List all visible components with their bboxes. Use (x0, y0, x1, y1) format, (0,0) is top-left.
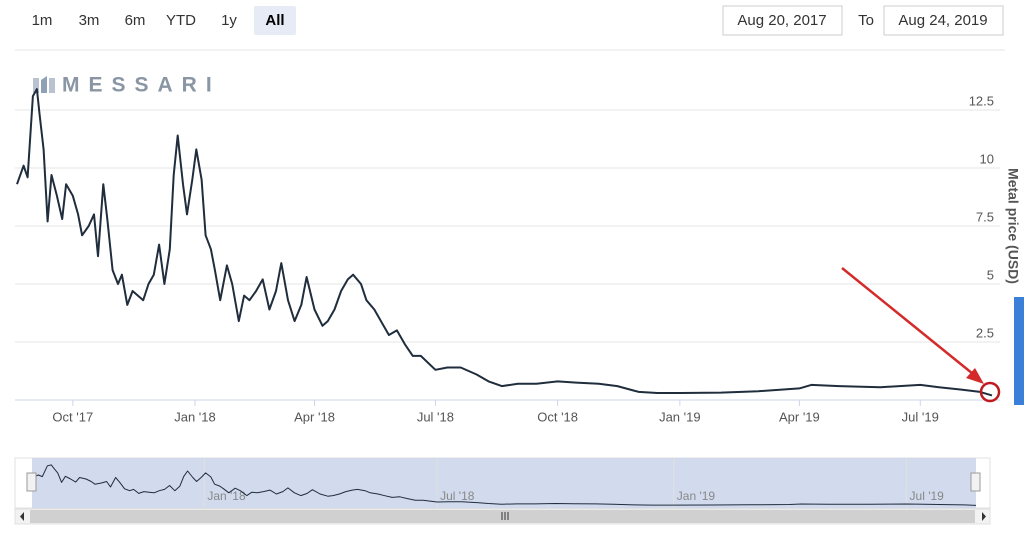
from-input-box[interactable] (722, 5, 843, 36)
watermark: MESSARI (62, 74, 221, 97)
price-line (16, 88, 993, 397)
range-button-label[interactable]: All (265, 12, 284, 29)
from-date[interactable]: Aug 20, 2017 (737, 12, 826, 29)
x-tick-label: Jan '18 (174, 409, 216, 424)
plot (16, 88, 993, 397)
range-button[interactable] (254, 6, 296, 35)
range-button-label[interactable]: 1m (32, 12, 53, 29)
x-tick-label: Apr '18 (294, 409, 335, 424)
x-tick-label: Oct '18 (537, 409, 578, 424)
navigator-handle-right[interactable] (970, 472, 981, 492)
x-tick-label: Jan '19 (659, 409, 701, 424)
y-tick-label: 7.5 (976, 209, 994, 224)
to-input-box[interactable] (883, 5, 1004, 36)
navigator-selection[interactable] (32, 458, 976, 508)
y-tick-label: 5 (987, 267, 994, 282)
y-axis-title: Metal price (USD) (1005, 168, 1021, 284)
scrollbar-grip (501, 512, 509, 520)
y-tick-label: 10 (980, 151, 994, 166)
range-selector: 1m 3m 6m YTD 1y All (32, 6, 296, 35)
navigator-label: Jul '19 (910, 489, 945, 503)
side-tab[interactable] (1014, 297, 1024, 405)
x-tick-label: Jul '18 (417, 409, 454, 424)
range-button-label[interactable]: 3m (79, 12, 100, 29)
navigator-line (31, 464, 977, 506)
navigator: Jan '18 Jul '18 Jan '19 Jul '19 (31, 458, 977, 508)
x-tick-label: Jul '19 (902, 409, 939, 424)
navigator-handle-left[interactable] (26, 472, 37, 492)
annotation (841, 267, 1001, 403)
y-tick-label: 2.5 (976, 325, 994, 340)
to-label: To (858, 12, 874, 29)
navigator-label: Jan '19 (677, 489, 716, 503)
x-tick-label: Apr '19 (779, 409, 820, 424)
navigator-label: Jan '18 (207, 489, 246, 503)
to-date[interactable]: Aug 24, 2019 (898, 12, 987, 29)
y-tick-label: 12.5 (969, 93, 994, 108)
navigator-label: Jul '18 (440, 489, 475, 503)
x-tick-label: Oct '17 (52, 409, 93, 424)
grid: 2.5 5 7.5 10 12.5 Oct '17 Jan '18 Apr '18 Jul '1… (15, 93, 1000, 424)
range-button-label[interactable]: 1y (221, 12, 237, 29)
scroll-left[interactable] (20, 512, 24, 521)
scroll-right[interactable] (982, 512, 986, 521)
range-button-label[interactable]: 6m (125, 12, 146, 29)
range-button-label[interactable]: YTD (166, 12, 196, 29)
